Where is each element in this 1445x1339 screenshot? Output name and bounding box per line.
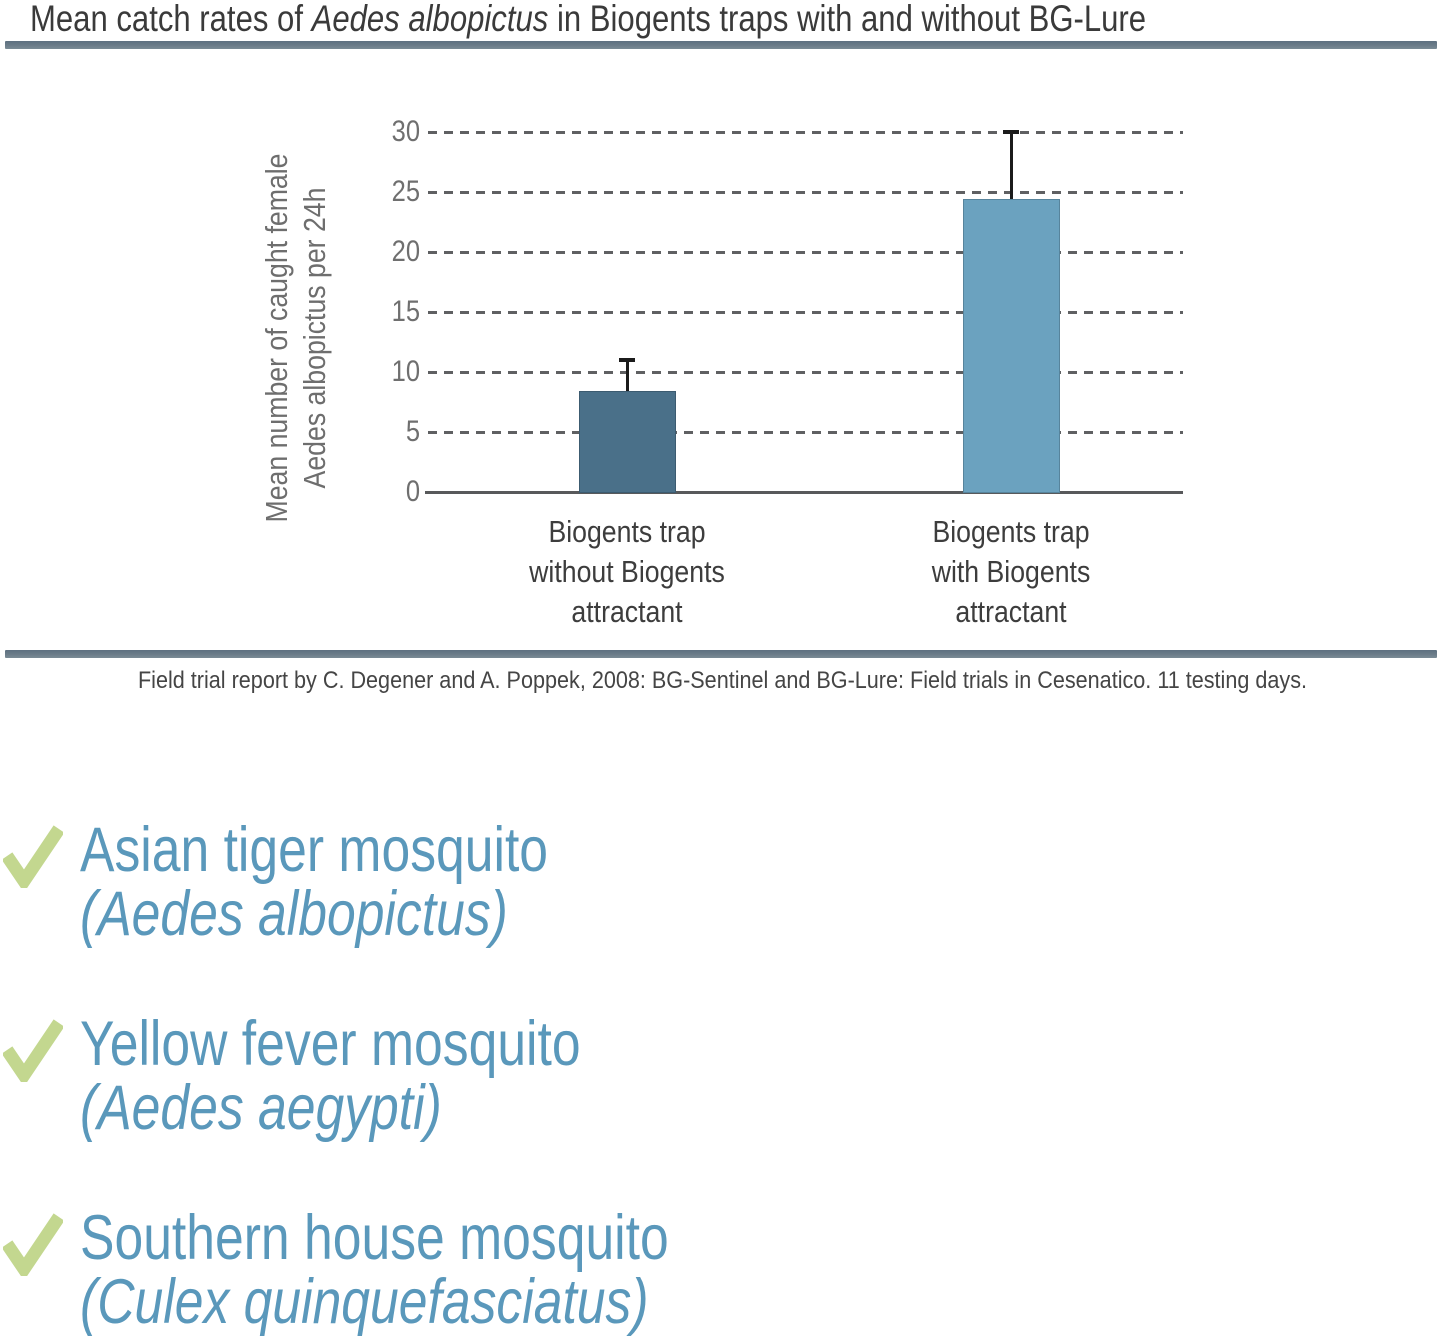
gridline-5 — [428, 431, 1183, 434]
error-bar-cap — [1003, 129, 1019, 134]
source-caption: Field trial report by C. Degener and A. … — [137, 667, 1308, 694]
top-divider — [5, 41, 1437, 49]
y-axis-tick-label: 30 — [391, 115, 420, 148]
title-text-post: in Biogents traps with and without BG-Lu… — [548, 0, 1147, 39]
title-species-italic: Aedes albopictus — [311, 0, 549, 39]
page-title: Mean catch rates of Aedes albopictus in … — [30, 0, 1146, 40]
bar-with-attractant — [962, 199, 1060, 493]
y-axis-tick-label: 0 — [405, 475, 420, 508]
latin-name: (Culex quinquefasciatus) — [80, 1267, 649, 1337]
latin-name: (Aedes aegypti) — [80, 1073, 442, 1143]
checklist-item-text: Yellow fever mosquito (Aedes aegypti) — [80, 1012, 581, 1140]
gridline-25 — [428, 191, 1183, 194]
error-bar — [625, 358, 629, 391]
bottom-divider — [5, 650, 1437, 658]
checklist-item-text: Asian tiger mosquito (Aedes albopictus) — [80, 818, 548, 946]
x-axis-label: Biogents trap with Biogents attractant — [931, 514, 1091, 629]
gridline-30 — [428, 131, 1183, 134]
x-axis-line — [425, 491, 1183, 494]
title-text-pre: Mean catch rates of — [30, 0, 312, 39]
error-bar-cap — [619, 357, 635, 362]
y-axis-title-line2: Aedes albopictus per 24h — [297, 187, 332, 489]
gridline-15 — [428, 311, 1183, 314]
gridline-10 — [428, 371, 1183, 374]
common-name: Asian tiger mosquito — [80, 815, 549, 885]
y-axis-title-line1: Mean number of caught female — [259, 153, 294, 523]
bar-without-attractant — [578, 391, 676, 493]
y-axis-tick-label: 5 — [405, 415, 420, 448]
y-axis-tick-label: 20 — [391, 235, 420, 268]
y-axis-tick-label: 15 — [391, 295, 420, 328]
y-axis-title: Mean number of caught female Aedes albop… — [258, 153, 334, 522]
checkmark-icon — [3, 825, 63, 888]
error-bar — [1009, 130, 1013, 199]
latin-name: (Aedes albopictus) — [80, 879, 508, 949]
y-axis-tick-label: 10 — [391, 355, 420, 388]
checkmark-icon — [3, 1019, 63, 1082]
common-name: Yellow fever mosquito — [80, 1009, 581, 1079]
checklist-item-text: Southern house mosquito (Culex quinquefa… — [80, 1206, 669, 1334]
x-axis-label: Biogents trap without Biogents attractan… — [529, 514, 725, 629]
checkmark-icon — [3, 1213, 63, 1276]
gridline-20 — [428, 251, 1183, 254]
y-axis-tick-label: 25 — [391, 175, 420, 208]
common-name: Southern house mosquito — [80, 1203, 669, 1273]
